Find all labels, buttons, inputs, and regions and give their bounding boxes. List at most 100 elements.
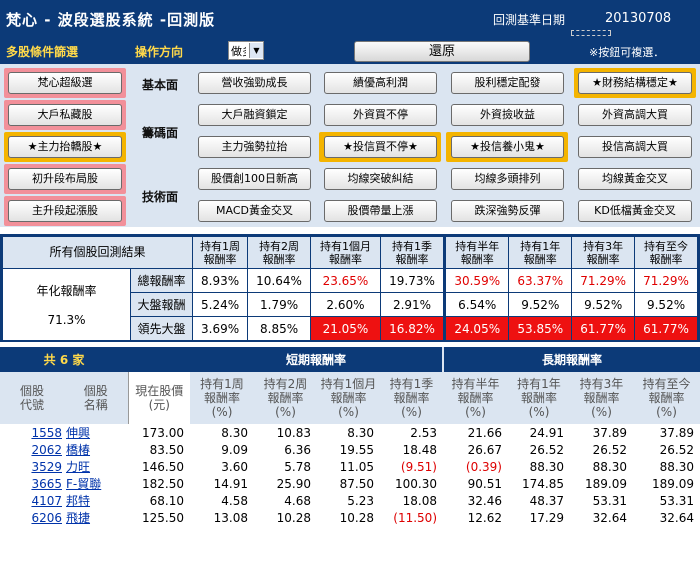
table-row: 2062 橋椿 83.50 9.09 6.36 19.55 18.48 26.67 26.52 2… xyxy=(0,441,700,458)
stock-name-link[interactable]: 橋椿 xyxy=(66,443,91,457)
stock-value: 26.52 xyxy=(592,442,627,457)
filter-button[interactable]: 均線突破糾結 xyxy=(324,168,437,190)
summary-cell: 10.64% xyxy=(247,268,311,293)
stock-rows: 1558 伸興 173.00 8.30 10.83 8.30 2.53 21.66 24.91 3… xyxy=(0,424,700,526)
stock-value: 13.08 xyxy=(213,510,248,525)
filter-left-button[interactable]: ★主力抬轎股★ xyxy=(8,136,122,158)
summary-cell: 9.52% xyxy=(508,292,573,317)
filter-left-button[interactable]: 主升段起漲股 xyxy=(8,200,122,222)
filter-left-button[interactable]: 梵心超級選 xyxy=(8,72,122,94)
stock-name-link[interactable]: 伸興 xyxy=(66,426,91,440)
stock-value: (0.39) xyxy=(465,459,502,474)
col-header: 持有1年 報酬率 (%) xyxy=(508,372,570,424)
summary-header: 持有半年 報酬率 xyxy=(444,236,510,269)
stock-value: 8.30 xyxy=(221,425,248,440)
stock-value: 26.67 xyxy=(467,442,502,457)
stock-value: 10.83 xyxy=(276,425,311,440)
table-row: 3665 F-貿聯 182.50 14.91 25.90 87.50 100.30 90.51… xyxy=(0,475,700,492)
stock-value: 90.51 xyxy=(467,476,502,491)
filter-button[interactable]: ★財務結構穩定★ xyxy=(578,72,692,94)
stock-value: 14.91 xyxy=(213,476,248,491)
summary-cell: 8.85% xyxy=(247,316,311,341)
summary-cell: 9.52% xyxy=(634,292,698,317)
stock-value: 8.30 xyxy=(347,425,374,440)
filter-button[interactable]: 股利穩定配發 xyxy=(451,72,564,94)
stock-value: 6.36 xyxy=(284,442,311,457)
stock-name-link[interactable]: F-貿聯 xyxy=(66,477,102,491)
header-spacer xyxy=(128,347,190,372)
summary-cell: 3.69% xyxy=(191,316,249,341)
summary-cell: 63.37% xyxy=(508,268,573,293)
filter-panel: 梵心超級選 大戶私藏股 ★主力抬轎股★ 初升段布局股 主升段起漲股 基本面 籌碼… xyxy=(0,64,700,227)
direction-label: 操作方向 xyxy=(135,45,184,59)
filter-button[interactable]: 營收強勁成長 xyxy=(198,72,311,94)
stock-value: 19.55 xyxy=(339,442,374,457)
table-row: 4107 邦特 68.10 4.58 4.68 5.23 18.08 32.46 48.37 53… xyxy=(0,492,700,509)
filter-button[interactable]: 投信高調大買 xyxy=(578,136,692,158)
filter-button[interactable]: 績優高利潤 xyxy=(324,72,437,94)
filter-button[interactable]: 均線多頭排列 xyxy=(451,168,564,190)
title-bar: 梵心 - 波段選股系統 -回測版 回測基準日期 20130708 xyxy=(0,0,700,38)
stock-value: 4.58 xyxy=(221,493,248,508)
stock-code-link[interactable]: 6206 xyxy=(31,510,62,525)
stock-name-link[interactable]: 邦特 xyxy=(66,494,91,508)
stock-value: 37.89 xyxy=(659,425,694,440)
stock-value: 32.46 xyxy=(467,493,502,508)
stock-code-link[interactable]: 1558 xyxy=(31,425,62,440)
filter-button[interactable]: 外資高調大買 xyxy=(578,104,692,126)
filter-button[interactable]: MACD黃金交叉 xyxy=(198,200,311,222)
stock-value: 26.52 xyxy=(659,442,694,457)
filter-button[interactable]: 主力強勢拉抬 xyxy=(198,136,311,158)
multi-filter-label: 多股條件篩選 xyxy=(6,45,79,59)
summary-cell: 71.29% xyxy=(634,268,698,293)
filter-button[interactable]: 股價創100日新高 xyxy=(198,168,311,190)
stock-count: 共 6 家 xyxy=(0,347,128,372)
chevron-down-icon[interactable]: ▼ xyxy=(249,43,263,58)
row-label: 大盤報酬 xyxy=(130,292,193,317)
stock-value: 189.09 xyxy=(652,476,694,491)
filter-button[interactable]: 外資買不停 xyxy=(324,104,437,126)
filter-button[interactable]: ★投信買不停★ xyxy=(324,136,437,158)
stock-code-link[interactable]: 2062 xyxy=(31,442,62,457)
multi-select-hint: ※按鈕可複選． xyxy=(589,46,665,59)
filter-button[interactable]: 大戶融資鎖定 xyxy=(198,104,311,126)
summary-cell: 5.24% xyxy=(191,292,249,317)
row-label: 領先大盤 xyxy=(130,316,193,341)
col-header: 持有至今 報酬率 (%) xyxy=(633,372,700,424)
col-header: 持有半年 報酬率 (%) xyxy=(443,372,508,424)
filter-button[interactable]: 跌深強勢反彈 xyxy=(451,200,564,222)
restore-button[interactable]: 還原 xyxy=(354,41,530,62)
long-term-header: 長期報酬率 xyxy=(443,347,700,372)
stock-code-link[interactable]: 3529 xyxy=(31,459,62,474)
stock-value: 125.50 xyxy=(142,510,184,525)
stock-name-link[interactable]: 力旺 xyxy=(66,460,91,474)
stock-code-link[interactable]: 3665 xyxy=(31,476,62,491)
filter-button[interactable]: 股價帶量上漲 xyxy=(324,200,437,222)
filter-button[interactable]: 外資撿收益 xyxy=(451,104,564,126)
stock-name-link[interactable]: 飛捷 xyxy=(66,511,91,525)
direction-dropdown[interactable]: ▼ xyxy=(246,41,264,60)
stock-code-link[interactable]: 4107 xyxy=(31,493,62,508)
summary-cell: 19.73% xyxy=(379,268,447,293)
filter-left-frame: 初升段布局股 xyxy=(4,164,126,194)
table-row: 6206 飛捷 125.50 13.08 10.28 10.28 (11.50) 12.62 1… xyxy=(0,509,700,526)
filter-left-button[interactable]: 大戶私藏股 xyxy=(8,104,122,126)
summary-header: 持有1周 報酬率 xyxy=(191,236,249,269)
stock-table: 共 6 家 短期報酬率 長期報酬率 個股 代號 個股 名稱 現在股價 (元) 持… xyxy=(0,347,700,526)
stock-value: 174.85 xyxy=(522,476,564,491)
filter-left-button[interactable]: 初升段布局股 xyxy=(8,168,122,190)
filter-button[interactable]: KD低檔黃金交叉 xyxy=(578,200,692,222)
col-header: 持有3年 報酬率 (%) xyxy=(570,372,633,424)
category-technical: 技術面 xyxy=(142,190,179,204)
filter-button[interactable]: ★投信養小鬼★ xyxy=(451,136,564,158)
filter-button[interactable]: 均線黃金交叉 xyxy=(578,168,692,190)
stock-value: 173.00 xyxy=(142,425,184,440)
stock-value: (9.51) xyxy=(400,459,437,474)
stock-value: 24.91 xyxy=(529,425,564,440)
summary-cell: 1.79% xyxy=(247,292,311,317)
summary-title: 所有個股回測結果 xyxy=(2,236,193,269)
summary-cell: 6.54% xyxy=(444,292,510,317)
stock-value: 32.64 xyxy=(592,510,627,525)
summary-cell: 23.65% xyxy=(310,268,381,293)
stock-value: 100.30 xyxy=(395,476,437,491)
